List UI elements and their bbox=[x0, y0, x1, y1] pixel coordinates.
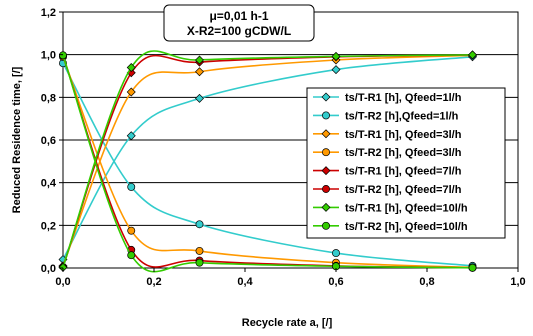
annotation-line-1: μ=0,01 h-1 bbox=[209, 9, 268, 23]
legend-marker bbox=[322, 148, 330, 157]
data-point bbox=[195, 93, 204, 103]
data-point bbox=[126, 131, 136, 141]
data-point bbox=[195, 220, 204, 229]
y-tick-label: 0,2 bbox=[41, 220, 56, 232]
data-point bbox=[126, 87, 136, 97]
x-axis-ticks: 0,0 0,2 0,4 0,6 0,8 1,0 bbox=[55, 268, 526, 288]
data-point bbox=[59, 51, 67, 60]
y-axis-ticks: 0,0 0,2 0,4 0,6 0,8 1,0 1,2 bbox=[41, 7, 63, 275]
legend-item: ts/T-R1 [h], Qfeed=7l/h bbox=[313, 166, 462, 178]
y-tick-label: 1,0 bbox=[41, 50, 56, 62]
y-tick-label: 1,2 bbox=[41, 7, 56, 19]
legend-label: ts/T-R2 [h], Qfeed=3l/h bbox=[345, 147, 462, 159]
legend-label: ts/T-R1 [h], Qfeed=3l/h bbox=[345, 129, 462, 141]
data-point bbox=[195, 258, 204, 267]
series-layer bbox=[58, 50, 477, 273]
x-tick-label: 0,0 bbox=[55, 276, 70, 288]
legend-label: ts/T-R2 [h], Qfeed=7l/h bbox=[345, 184, 462, 196]
legend-marker bbox=[322, 221, 330, 230]
legend-label: ts/T-R1 [h], Qfeed=10l/h bbox=[345, 202, 468, 214]
data-point bbox=[331, 65, 341, 75]
annotation-line-2: X-R2=100 gCDW/L bbox=[187, 24, 291, 38]
data-point bbox=[332, 249, 340, 258]
series-8 bbox=[59, 51, 477, 273]
data-point bbox=[127, 226, 136, 235]
legend-label: ts/T-R2 [h], Qfeed=10l/h bbox=[345, 221, 468, 233]
data-point bbox=[127, 251, 136, 260]
legend-marker bbox=[321, 129, 331, 139]
legend-marker bbox=[321, 92, 331, 102]
legend-label: ts/T-R1 [h], Qfeed=1l/h bbox=[345, 92, 462, 104]
legend-label: ts/T-R1 [h], Qfeed=7l/h bbox=[345, 166, 462, 178]
x-tick-label: 0,2 bbox=[146, 276, 161, 288]
data-point bbox=[331, 51, 341, 61]
y-axis-label: Reduced Residence time, [/] bbox=[11, 66, 23, 213]
legend-marker bbox=[322, 111, 330, 120]
annotation-box: μ=0,01 h-1 X-R2=100 gCDW/L bbox=[163, 4, 315, 42]
y-tick-label: 0,0 bbox=[41, 263, 56, 275]
data-point bbox=[468, 263, 477, 272]
x-tick-label: 1,0 bbox=[510, 276, 525, 288]
y-tick-label: 0,6 bbox=[41, 135, 56, 147]
x-tick-label: 0,6 bbox=[328, 276, 343, 288]
legend-item: ts/T-R2 [h],Qfeed=1l/h bbox=[313, 110, 459, 122]
legend-item: ts/T-R2 [h], Qfeed=3l/h bbox=[313, 147, 462, 159]
x-tick-label: 0,4 bbox=[237, 276, 253, 288]
data-point bbox=[195, 67, 204, 77]
y-tick-label: 0,4 bbox=[41, 178, 57, 190]
legend-item: ts/T-R1 [h], Qfeed=1l/h bbox=[313, 92, 462, 104]
x-axis-label: Recycle rate a, [/] bbox=[242, 317, 333, 329]
data-point bbox=[195, 246, 204, 255]
data-point bbox=[195, 55, 204, 65]
legend-marker bbox=[321, 202, 331, 212]
legend-label: ts/T-R2 [h],Qfeed=1l/h bbox=[345, 110, 459, 122]
legend: ts/T-R1 [h], Qfeed=1l/h ts/T-R2 [h],Qfeed… bbox=[306, 87, 506, 239]
data-point bbox=[468, 50, 477, 60]
legend-marker bbox=[322, 185, 330, 193]
series-7 bbox=[58, 50, 477, 272]
legend-item: ts/T-R1 [h], Qfeed=10l/h bbox=[313, 202, 468, 214]
data-point bbox=[127, 182, 136, 191]
data-point bbox=[126, 62, 136, 72]
legend-item: ts/T-R2 [h], Qfeed=10l/h bbox=[313, 221, 468, 233]
x-tick-label: 0,8 bbox=[419, 276, 434, 288]
legend-item: ts/T-R2 [h], Qfeed=7l/h bbox=[313, 184, 462, 196]
legend-item: ts/T-R1 [h], Qfeed=3l/h bbox=[313, 129, 462, 141]
y-tick-label: 0,8 bbox=[41, 92, 56, 104]
legend-marker bbox=[321, 166, 331, 176]
